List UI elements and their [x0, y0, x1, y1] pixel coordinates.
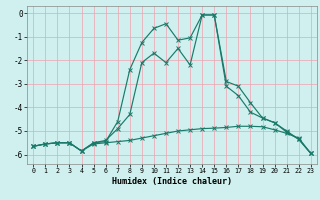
X-axis label: Humidex (Indice chaleur): Humidex (Indice chaleur)	[112, 177, 232, 186]
